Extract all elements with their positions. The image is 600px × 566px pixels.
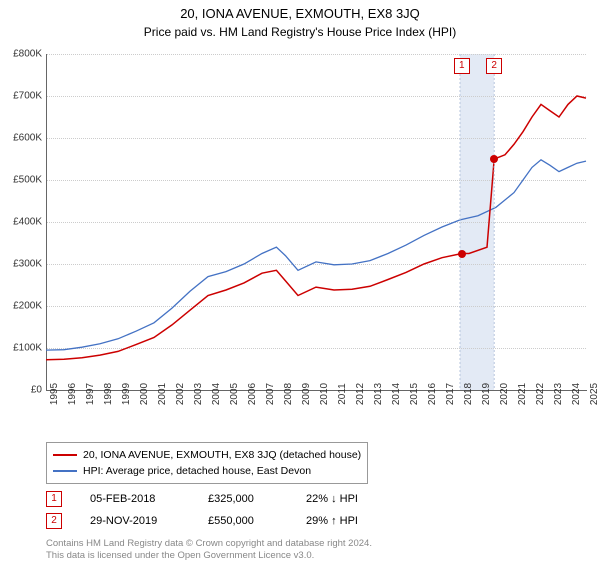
y-tick-label: £700K	[2, 91, 42, 102]
x-tick-label: 2001	[157, 383, 168, 405]
x-tick-label: 2002	[175, 383, 186, 405]
sales-table: 1 05-FEB-2018 £325,000 22% ↓ HPI 2 29-NO…	[46, 488, 358, 532]
x-tick-label: 2011	[337, 383, 348, 405]
y-tick-label: £100K	[2, 343, 42, 354]
footnote-line: This data is licensed under the Open Gov…	[46, 550, 372, 562]
y-tick-label: £300K	[2, 259, 42, 270]
x-tick-label: 2003	[193, 383, 204, 405]
sale-dot	[490, 155, 498, 163]
chart-lines	[46, 54, 586, 390]
sale-vs-hpi: 22% ↓ HPI	[306, 493, 358, 505]
footnote: Contains HM Land Registry data © Crown c…	[46, 538, 372, 562]
sale-vs-hpi: 29% ↑ HPI	[306, 515, 358, 527]
x-tick-label: 2012	[355, 383, 366, 405]
legend-item-property: 20, IONA AVENUE, EXMOUTH, EX8 3JQ (detac…	[53, 447, 361, 463]
x-tick-label: 2005	[229, 383, 240, 405]
legend-label: 20, IONA AVENUE, EXMOUTH, EX8 3JQ (detac…	[83, 447, 361, 463]
x-tick-label: 2022	[535, 383, 546, 405]
sale-marker-icon: 2	[46, 513, 62, 529]
sale-date: 29-NOV-2019	[90, 515, 180, 527]
y-tick-label: £0	[2, 385, 42, 396]
chart-subtitle: Price paid vs. HM Land Registry's House …	[0, 25, 600, 39]
x-tick-label: 2017	[445, 383, 456, 405]
x-tick-label: 2015	[409, 383, 420, 405]
x-tick-label: 2008	[283, 383, 294, 405]
sales-row: 2 29-NOV-2019 £550,000 29% ↑ HPI	[46, 510, 358, 532]
footnote-line: Contains HM Land Registry data © Crown c…	[46, 538, 372, 550]
y-tick-label: £200K	[2, 301, 42, 312]
x-tick-label: 2020	[499, 383, 510, 405]
sale-date: 05-FEB-2018	[90, 493, 180, 505]
x-tick-label: 1998	[103, 383, 114, 405]
y-tick-label: £800K	[2, 49, 42, 60]
sale-marker-icon: 1	[454, 58, 470, 74]
x-tick-label: 2007	[265, 383, 276, 405]
x-tick-label: 2019	[481, 383, 492, 405]
x-tick-label: 1999	[121, 383, 132, 405]
x-tick-label: 2024	[571, 383, 582, 405]
chart-title: 20, IONA AVENUE, EXMOUTH, EX8 3JQ	[0, 6, 600, 21]
sale-marker-icon: 2	[486, 58, 502, 74]
x-tick-label: 2025	[589, 383, 600, 405]
legend-item-hpi: HPI: Average price, detached house, East…	[53, 463, 361, 479]
x-tick-label: 1995	[49, 383, 60, 405]
sale-marker-icon: 1	[46, 491, 62, 507]
y-tick-label: £600K	[2, 133, 42, 144]
x-tick-label: 2014	[391, 383, 402, 405]
legend: 20, IONA AVENUE, EXMOUTH, EX8 3JQ (detac…	[46, 442, 368, 484]
sale-price: £325,000	[208, 493, 278, 505]
x-tick-label: 2000	[139, 383, 150, 405]
x-tick-label: 2009	[301, 383, 312, 405]
x-tick-label: 1996	[67, 383, 78, 405]
x-tick-label: 2004	[211, 383, 222, 405]
sale-price: £550,000	[208, 515, 278, 527]
x-tick-label: 2018	[463, 383, 474, 405]
x-tick-label: 2010	[319, 383, 330, 405]
y-tick-label: £400K	[2, 217, 42, 228]
x-tick-label: 2016	[427, 383, 438, 405]
y-tick-label: £500K	[2, 175, 42, 186]
x-tick-label: 1997	[85, 383, 96, 405]
chart-container: 20, IONA AVENUE, EXMOUTH, EX8 3JQ Price …	[0, 6, 600, 566]
sale-dot	[458, 250, 466, 258]
legend-label: HPI: Average price, detached house, East…	[83, 463, 311, 479]
x-tick-label: 2006	[247, 383, 258, 405]
x-tick-label: 2023	[553, 383, 564, 405]
x-tick-label: 2013	[373, 383, 384, 405]
sales-row: 1 05-FEB-2018 £325,000 22% ↓ HPI	[46, 488, 358, 510]
x-tick-label: 2021	[517, 383, 528, 405]
